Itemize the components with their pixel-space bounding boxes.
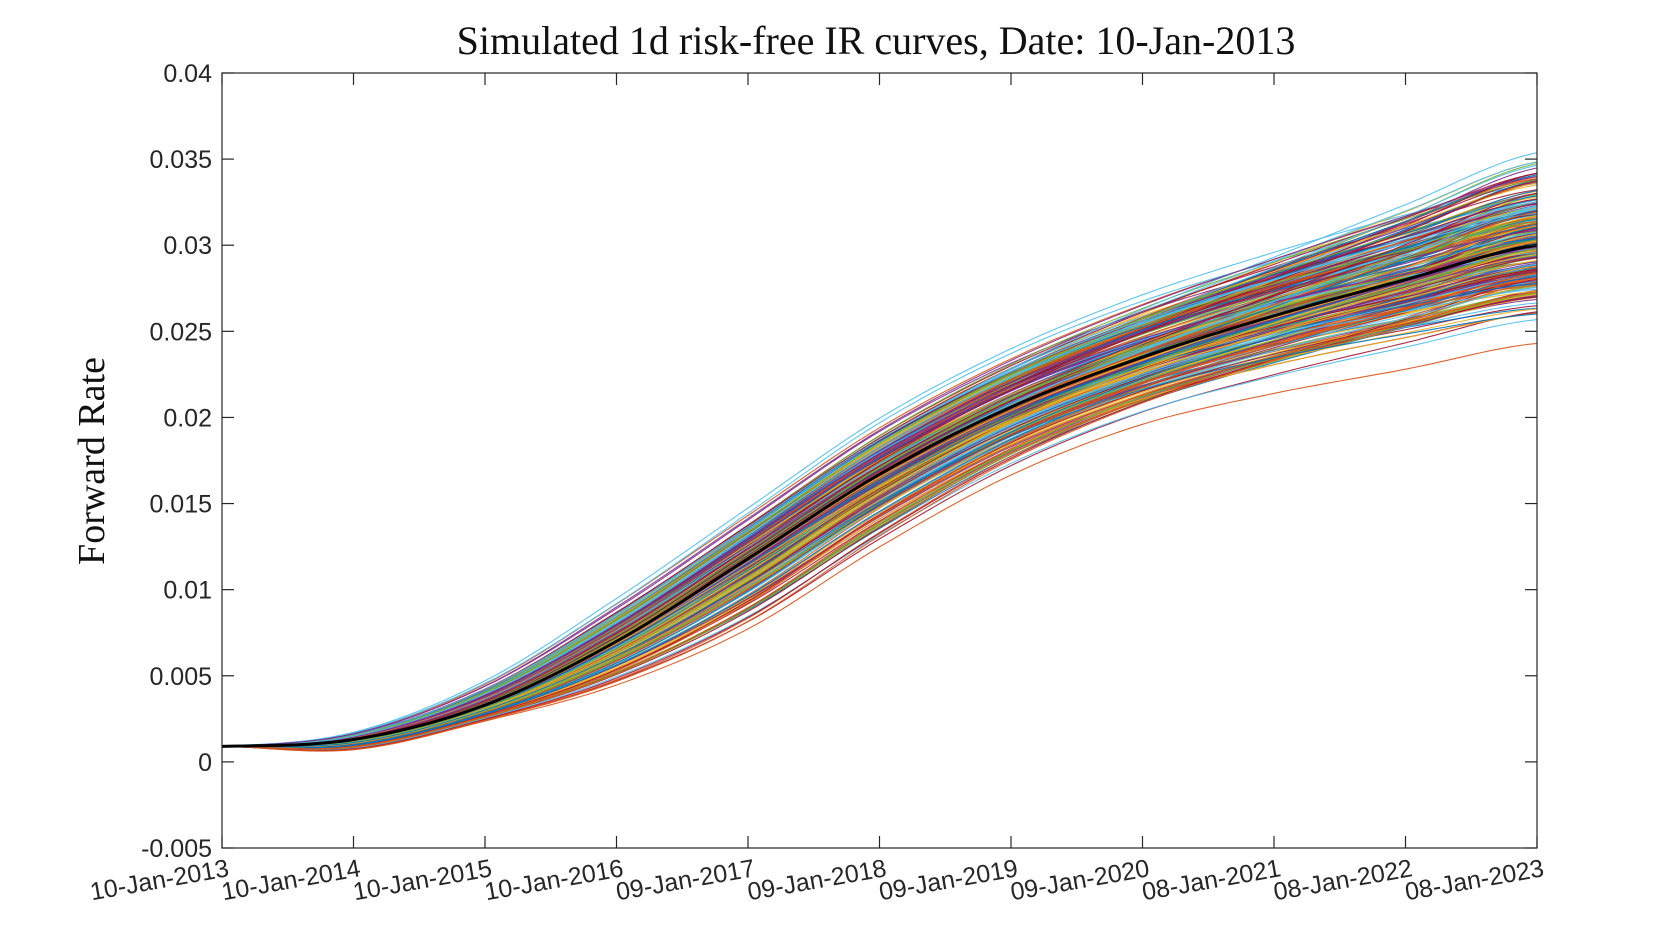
- y-axis: -0.005 0 0.005 0.01 0.015 0.02 0.025 0.03 0.035 0…: [141, 60, 1537, 863]
- simulation-path: [222, 221, 1537, 747]
- y-tick-label: 0.005: [149, 663, 212, 691]
- simulation-path: [222, 273, 1537, 750]
- x-tick-label: 08-Jan-2022: [1271, 854, 1414, 906]
- y-tick-label: 0.025: [149, 318, 212, 346]
- x-tick-label: 09-Jan-2019: [877, 854, 1020, 906]
- y-tick-label: -0.005: [141, 835, 212, 863]
- simulation-path: [222, 312, 1537, 749]
- x-tick-label: 09-Jan-2017: [614, 854, 757, 906]
- x-tick-label: 10-Jan-2016: [482, 854, 625, 906]
- simulation-path: [222, 291, 1537, 750]
- y-tick-label: 0.015: [149, 491, 212, 519]
- simulation-path: [222, 311, 1537, 752]
- simulation-path: [222, 231, 1537, 747]
- simulation-path: [222, 201, 1537, 747]
- simulation-path: [222, 175, 1537, 747]
- x-tick-label: 10-Jan-2014: [219, 854, 362, 906]
- simulation-path: [222, 319, 1537, 751]
- y-tick-label: 0.03: [163, 232, 212, 260]
- simulation-path: [222, 312, 1537, 749]
- chart-title: Simulated 1d risk-free IR curves, Date: …: [457, 18, 1296, 63]
- simulation-path: [222, 248, 1537, 747]
- y-tick-label: 0.035: [149, 146, 212, 174]
- x-tick-label: 10-Jan-2015: [351, 854, 494, 906]
- simulation-path: [222, 342, 1537, 752]
- simulation-path: [222, 313, 1537, 748]
- simulation-path: [222, 296, 1537, 749]
- x-tick-label: 09-Jan-2018: [745, 854, 888, 906]
- x-tick-label: 09-Jan-2020: [1008, 854, 1151, 906]
- simulation-path: [222, 289, 1537, 751]
- simulation-path: [222, 275, 1537, 749]
- x-tick-label: 08-Jan-2021: [1140, 854, 1283, 906]
- mean-curve: [222, 243, 1537, 748]
- y-tick-label: 0.01: [163, 577, 212, 605]
- simulation-paths: [222, 152, 1537, 752]
- simulation-path: [222, 180, 1537, 747]
- y-axis-label: Forward Rate: [71, 357, 113, 565]
- simulation-path: [222, 202, 1537, 747]
- mean-curve-layer: [222, 243, 1537, 748]
- x-tick-label: 08-Jan-2023: [1403, 854, 1546, 906]
- y-tick-label: 0.02: [163, 404, 212, 432]
- simulation-path: [222, 246, 1537, 747]
- simulation-path: [222, 291, 1537, 750]
- y-tick-label: 0.04: [163, 60, 212, 88]
- simulation-path: [222, 212, 1537, 747]
- y-tick-label: 0: [198, 749, 212, 777]
